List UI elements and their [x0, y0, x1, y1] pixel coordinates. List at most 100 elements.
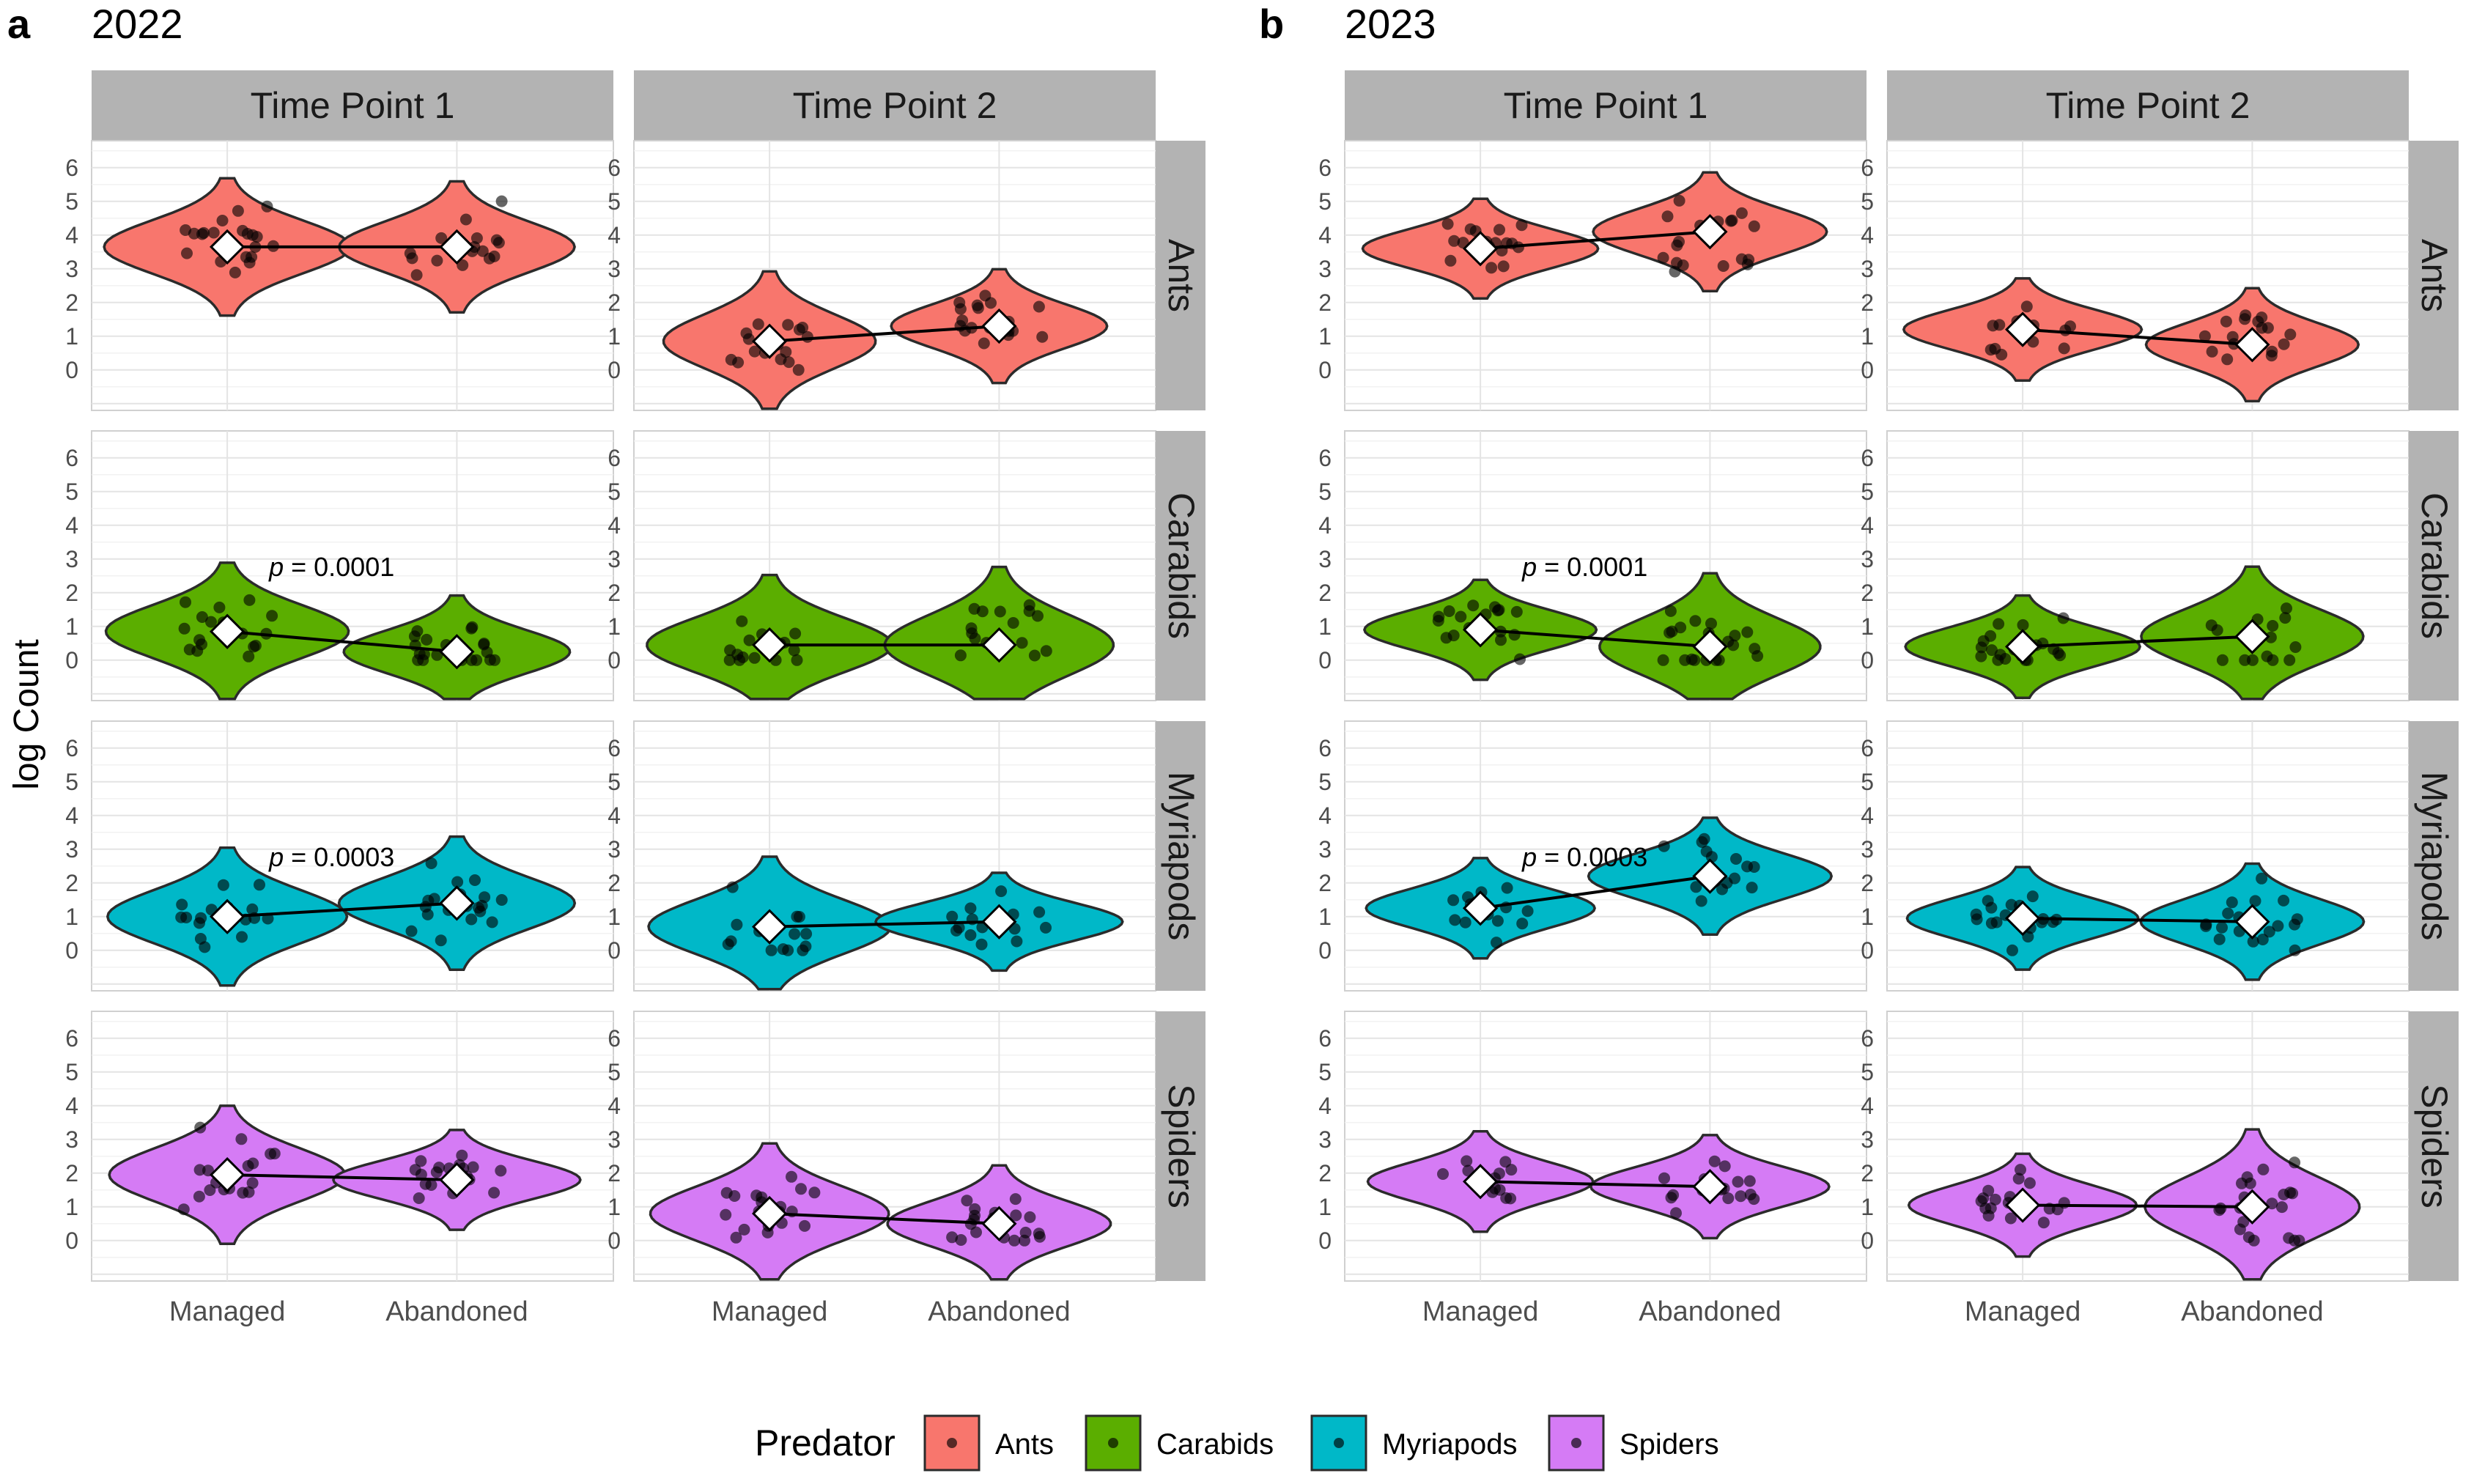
data-point: [1664, 605, 1677, 617]
data-point: [1658, 840, 1670, 852]
legend-swatch-point: [1334, 1438, 1344, 1448]
data-point: [2278, 338, 2290, 350]
y-tick-label: 1: [1861, 904, 1874, 930]
facet-ants: 0 1 2 3 4 5 6 Ants: [1861, 140, 2459, 411]
data-point: [1689, 615, 1702, 627]
data-point: [459, 213, 472, 226]
mean-marker-abandoned: [981, 1206, 1017, 1241]
data-point: [2026, 890, 2039, 903]
data-point: [2264, 631, 2277, 643]
data-point: [2064, 320, 2076, 333]
data-point: [1023, 605, 1035, 617]
data-point: [2289, 918, 2301, 931]
y-tick-label: 5: [1318, 1059, 1332, 1085]
data-point: [419, 1178, 432, 1190]
data-point: [1514, 653, 1526, 665]
row-strip-label: Spiders: [2414, 1084, 2455, 1208]
data-point: [1667, 1189, 1680, 1201]
mean-connector: [1480, 874, 1710, 910]
data-point: [242, 1160, 254, 1172]
data-point: [193, 634, 206, 646]
mean-marker-abandoned: [2234, 327, 2270, 363]
data-point: [470, 232, 483, 244]
y-tick-label: 3: [65, 546, 78, 572]
data-point: [411, 625, 424, 638]
y-tick-label: 5: [608, 1059, 621, 1085]
x-tick-label: Managed: [1422, 1296, 1538, 1327]
data-point: [2252, 315, 2264, 328]
data-point: [243, 650, 255, 662]
data-point: [478, 638, 490, 650]
mean-marker-abandoned: [2234, 904, 2270, 940]
data-point: [413, 648, 426, 660]
data-point: [2293, 1234, 2305, 1247]
data-point: [1664, 627, 1676, 639]
data-point: [2220, 315, 2232, 328]
mean-connector: [2023, 917, 2253, 923]
y-tick-label: 3: [1861, 546, 1874, 572]
data-point: [1977, 635, 1990, 647]
x-tick-label: Managed: [169, 1296, 285, 1327]
row-strip-label: Carabids: [2414, 492, 2455, 639]
data-point: [1011, 935, 1023, 948]
y-tick-label: 4: [65, 1093, 78, 1119]
data-point: [2249, 895, 2261, 907]
y-tick-label: 5: [1318, 188, 1332, 215]
legend-item-ants: Ants: [923, 1414, 1054, 1472]
mean-marker-abandoned: [2234, 619, 2270, 654]
data-point: [1033, 300, 1045, 313]
y-tick-label: 1: [1318, 904, 1332, 930]
y-tick-label: 5: [1861, 188, 1874, 215]
data-point: [204, 1184, 216, 1196]
mean-connector: [769, 920, 1000, 929]
y-tick-label: 1: [1861, 613, 1874, 640]
y-tick-label: 4: [1318, 1093, 1332, 1119]
facet-myriapods: 0 1 2 3 4 5 6 p = 0.0003: [65, 720, 614, 992]
facet-ants: 0 1 2 3 4 5 6: [65, 140, 614, 411]
y-tick-label: 3: [1318, 836, 1332, 863]
mean-marker-managed: [751, 1195, 788, 1232]
data-point: [775, 353, 787, 366]
data-point: [2265, 350, 2278, 362]
data-point: [2017, 619, 2029, 631]
data-point: [1459, 916, 1472, 929]
data-point: [1510, 605, 1523, 618]
x-tick-label: Abandoned: [2181, 1296, 2323, 1327]
data-point: [953, 296, 966, 309]
mean-marker-managed: [209, 1156, 245, 1193]
y-tick-label: 5: [65, 188, 78, 215]
data-point: [237, 1186, 249, 1199]
y-tick-label: 2: [1861, 1160, 1874, 1186]
facet-carabids: 0 1 2 3 4 5 6 Carabids: [608, 430, 1205, 701]
data-point: [786, 1170, 797, 1183]
data-point: [2198, 330, 2211, 342]
mean-marker-managed: [1462, 1164, 1499, 1200]
data-point: [964, 929, 977, 941]
data-point: [765, 944, 778, 956]
facet-spiders: 0 1 2 3 4 5 6 Managed Abandoned: [65, 1011, 614, 1327]
data-point: [456, 1149, 468, 1162]
mean-connector: [226, 630, 457, 654]
data-point: [1449, 914, 1461, 926]
y-tick-label: 2: [1861, 870, 1874, 896]
data-point: [1007, 617, 1019, 629]
data-point: [1726, 214, 1738, 226]
data-point: [433, 1162, 446, 1174]
data-point: [1467, 599, 1480, 612]
y-tick-label: 3: [1318, 546, 1332, 572]
mean-connector: [769, 1212, 1000, 1225]
y-axis-label: log Count: [7, 639, 46, 789]
data-point: [495, 894, 508, 906]
row-strip-label: Ants: [1161, 239, 1202, 312]
y-tick-label: 1: [608, 904, 621, 930]
y-tick-label: 4: [608, 512, 621, 539]
p-value-annotation: p = 0.0003: [1521, 842, 1647, 872]
data-point: [792, 363, 805, 376]
data-point: [2272, 920, 2284, 932]
data-point: [2058, 1197, 2070, 1209]
y-tick-label: 6: [1861, 735, 1874, 761]
data-point: [1721, 876, 1733, 889]
data-point: [1010, 1209, 1022, 1222]
data-point: [1708, 1155, 1721, 1167]
data-point: [1019, 1226, 1032, 1238]
